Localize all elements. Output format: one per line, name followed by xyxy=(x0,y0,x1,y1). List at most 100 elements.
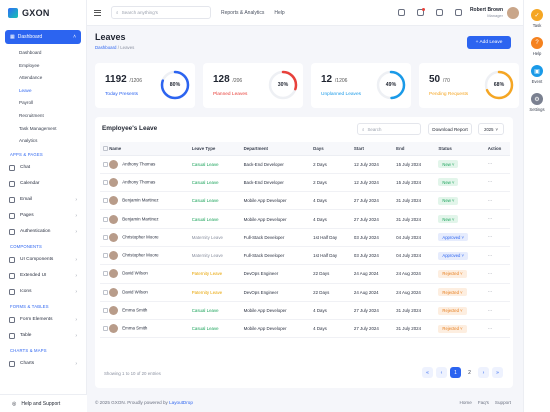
status-badge[interactable]: Approved ˅ xyxy=(438,233,468,242)
row-checkbox[interactable] xyxy=(103,308,108,314)
more-actions-icon[interactable]: ⋯ xyxy=(487,307,493,313)
row-checkbox[interactable] xyxy=(103,198,108,204)
page-button[interactable]: ‹ xyxy=(436,367,447,378)
select-all-checkbox[interactable] xyxy=(103,145,108,151)
help-support-button[interactable]: ◎ Help and Support xyxy=(0,394,87,412)
row-checkbox[interactable] xyxy=(103,216,108,222)
submenu-payroll[interactable]: Payroll xyxy=(19,100,34,106)
sidebar-item-email[interactable]: Email › xyxy=(0,192,86,208)
reports-link[interactable]: Reports & Analytics xyxy=(221,9,265,16)
footer-brand-link[interactable]: LayoutDrop xyxy=(169,400,193,405)
global-search-input[interactable]: ⌕ Search anything's xyxy=(111,6,211,19)
more-actions-icon[interactable]: ⋯ xyxy=(487,325,493,331)
column-header[interactable]: Days xyxy=(310,142,351,156)
rail-event[interactable]: ▣ Event xyxy=(524,65,550,84)
column-header[interactable]: Name xyxy=(100,142,189,156)
table-search-input[interactable]: ⌕ Search xyxy=(357,123,421,135)
more-actions-icon[interactable]: ⋯ xyxy=(487,289,493,295)
status-badge[interactable]: New ˅ xyxy=(438,215,459,224)
row-checkbox[interactable] xyxy=(103,234,108,240)
column-header[interactable]: Status xyxy=(435,142,485,156)
footer-link-support[interactable]: Support xyxy=(494,400,511,405)
sidebar-item-dashboard[interactable]: ▦ Dashboard ˄ xyxy=(5,30,81,44)
table-row[interactable]: Anthony Thomas Casual Leave Back-End Dev… xyxy=(100,173,510,193)
table-row[interactable]: Benjamin Martinez Casual Leave Mobile Ap… xyxy=(100,209,510,229)
download-report-button[interactable]: Download Report xyxy=(428,123,472,135)
menu-toggle-icon[interactable] xyxy=(94,9,101,16)
apps-icon[interactable] xyxy=(454,9,462,16)
page-button[interactable]: 2 xyxy=(464,367,475,378)
submenu-employee[interactable]: Employee xyxy=(19,62,40,68)
row-checkbox[interactable] xyxy=(103,179,108,185)
table-row[interactable]: Anthony Thomas Casual Leave Back-End Dev… xyxy=(100,155,510,174)
submenu-recruitment[interactable]: Recruitment xyxy=(19,112,44,118)
table-row[interactable]: Emma Smith Casual Leave Mobile App Devel… xyxy=(100,301,510,321)
status-badge[interactable]: New ˅ xyxy=(438,178,459,187)
breadcrumb-home[interactable]: Dashboard xyxy=(95,45,117,50)
notification-icon[interactable] xyxy=(416,8,425,16)
rail-task[interactable]: ✓ Task xyxy=(524,9,550,28)
column-header[interactable]: Start xyxy=(350,142,394,156)
more-actions-icon[interactable]: ⋯ xyxy=(487,270,493,276)
table-row[interactable]: David Wilson Paternity Leave DevOps Engi… xyxy=(100,264,510,284)
sidebar-item-chat[interactable]: Chat xyxy=(0,160,86,176)
page-button[interactable]: » xyxy=(492,367,503,378)
row-checkbox[interactable] xyxy=(103,161,108,167)
sidebar-item-calendar[interactable]: Calendar xyxy=(0,176,86,192)
footer-link-home[interactable]: Home xyxy=(459,400,472,405)
page-button[interactable]: « xyxy=(422,367,433,378)
more-actions-icon[interactable]: ⋯ xyxy=(487,197,493,203)
sidebar-item-authentication[interactable]: Authentication › xyxy=(0,224,86,240)
submenu-task-management[interactable]: Task Management xyxy=(19,125,57,131)
page-button[interactable]: › xyxy=(478,367,489,378)
sidebar-item-form-elements[interactable]: Form Elements › xyxy=(0,312,86,328)
help-link[interactable]: Help xyxy=(274,9,285,16)
sidebar-item-table[interactable]: Table › xyxy=(0,328,86,344)
footer-link-faq[interactable]: Faq's xyxy=(477,400,489,405)
sidebar-item-extended-ui[interactable]: Extended UI › xyxy=(0,268,86,284)
theme-icon[interactable] xyxy=(397,9,405,16)
sidebar-item-ui-components[interactable]: UI Components › xyxy=(0,252,86,268)
page-button[interactable]: 1 xyxy=(450,367,461,378)
submenu-analytics[interactable]: Analytics xyxy=(19,138,38,144)
sidebar-item-charts[interactable]: Charts › xyxy=(0,356,86,372)
status-badge[interactable]: New ˅ xyxy=(438,160,459,169)
submenu-leave[interactable]: Leave xyxy=(19,87,32,93)
brand-logo[interactable]: GXON xyxy=(0,0,86,26)
row-checkbox[interactable] xyxy=(103,253,108,259)
user-menu[interactable]: Robert Brown Manager xyxy=(470,6,519,19)
sidebar-item-pages[interactable]: Pages › xyxy=(0,208,86,224)
submenu-attendance[interactable]: Attendance xyxy=(19,75,43,81)
more-actions-icon[interactable]: ⋯ xyxy=(487,161,493,167)
row-checkbox[interactable] xyxy=(103,326,108,332)
add-leave-button[interactable]: + Add Leave xyxy=(467,36,511,49)
message-icon[interactable] xyxy=(435,9,443,16)
sidebar-item-icons[interactable]: Icons › xyxy=(0,284,86,300)
column-header[interactable]: Action xyxy=(484,142,510,156)
table-row[interactable]: Christopher Moore Maternity Leave Full-S… xyxy=(100,228,510,247)
more-actions-icon[interactable]: ⋯ xyxy=(487,252,493,258)
row-checkbox[interactable] xyxy=(103,289,108,295)
table-row[interactable]: David Wilson Paternity Leave DevOps Engi… xyxy=(100,283,510,302)
more-actions-icon[interactable]: ⋯ xyxy=(487,216,493,222)
column-header[interactable]: Department xyxy=(240,142,311,156)
status-badge[interactable]: Approved ˅ xyxy=(438,251,468,260)
column-header[interactable]: Leave Type xyxy=(188,142,241,156)
submenu-dashboard[interactable]: Dashboard xyxy=(19,50,42,55)
rail-help[interactable]: ? Help xyxy=(524,37,550,56)
status-badge[interactable]: New ˅ xyxy=(438,196,459,205)
rail-settings[interactable]: ⚙ Settings xyxy=(524,93,550,112)
more-actions-icon[interactable]: ⋯ xyxy=(487,234,493,240)
status-badge[interactable]: Rejected ˅ xyxy=(438,269,467,278)
table-row[interactable]: Benjamin Martinez Casual Leave Mobile Ap… xyxy=(100,191,510,211)
table-row[interactable]: Christopher Moore Maternity Leave Full-S… xyxy=(100,246,510,266)
more-actions-icon[interactable]: ⋯ xyxy=(487,179,493,185)
table-row[interactable]: Emma Smith Casual Leave Mobile App Devel… xyxy=(100,319,510,339)
avatar[interactable] xyxy=(507,6,519,19)
status-badge[interactable]: Rejected ˅ xyxy=(438,324,467,333)
row-checkbox[interactable] xyxy=(103,271,108,277)
column-header[interactable]: End xyxy=(393,142,436,156)
year-select[interactable]: 2025 ˅ xyxy=(478,123,504,135)
status-badge[interactable]: Rejected ˅ xyxy=(438,306,467,315)
status-badge[interactable]: Rejected ˅ xyxy=(438,288,467,297)
